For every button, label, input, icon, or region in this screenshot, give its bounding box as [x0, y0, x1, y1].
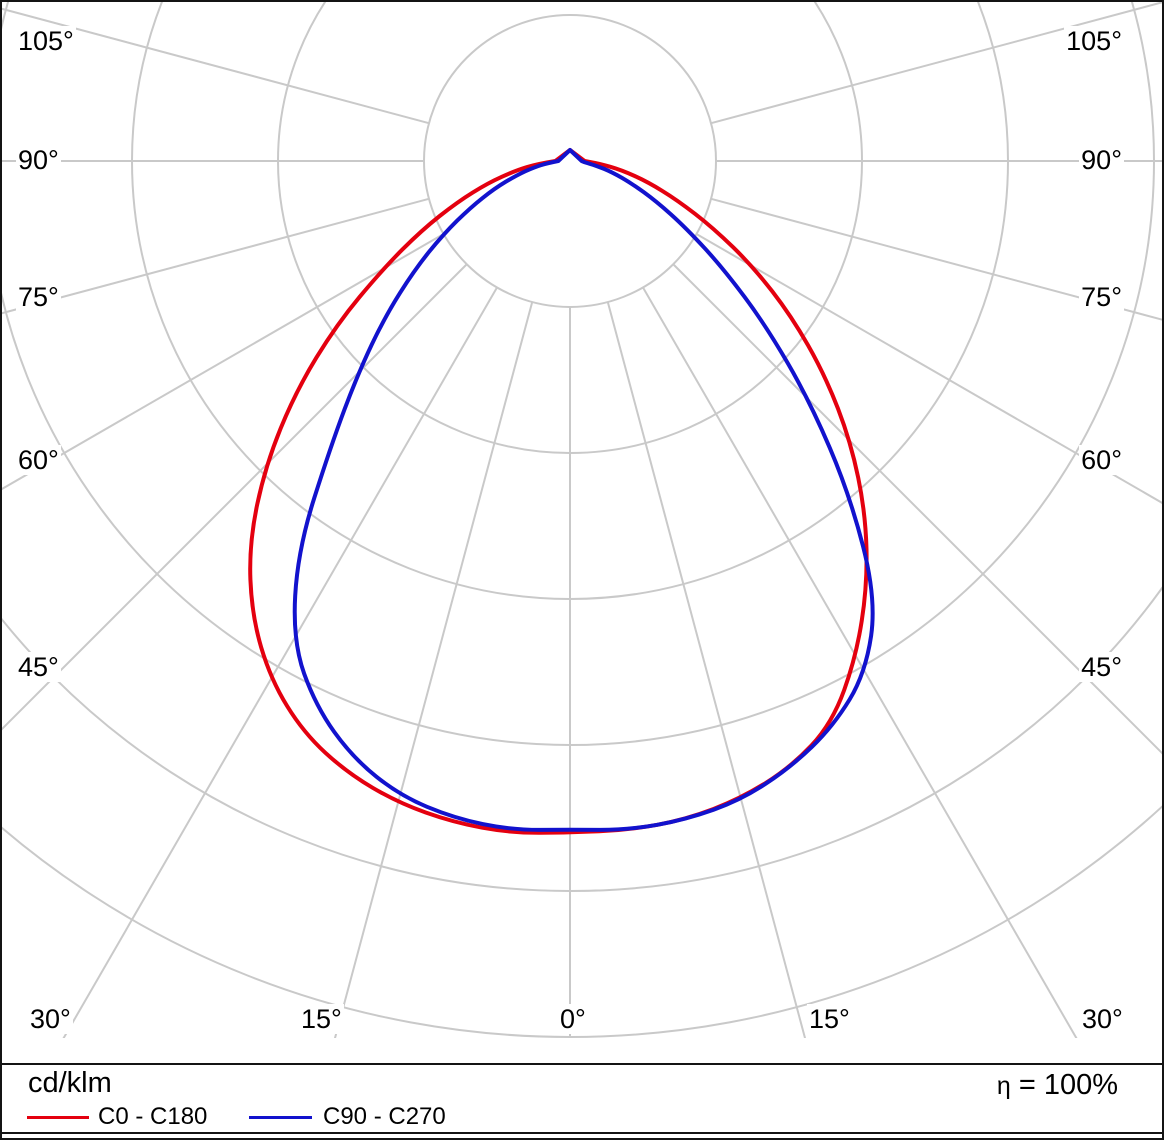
efficiency-value: = 100% — [1018, 1069, 1118, 1101]
polar-chart — [2, 2, 1162, 1038]
grid-ring — [2, 586, 1162, 892]
bottom-rule — [2, 1132, 1162, 1134]
legend-swatch-c0-c180 — [27, 1116, 89, 1119]
angle-label: 45° — [16, 652, 61, 682]
legend-label-c0-c180: C0 - C180 — [98, 1103, 208, 1130]
grid-radial-line — [62, 286, 498, 1038]
grid-ring — [423, 14, 717, 308]
grid-radial-line — [606, 301, 807, 1038]
grid-radial-line — [642, 286, 1078, 1038]
angle-label: 60° — [16, 445, 61, 475]
grid-radial-line — [333, 301, 534, 1038]
legend-label-c90-c270: C90 - C270 — [323, 1103, 446, 1130]
efficiency-label: η = 100% — [997, 1069, 1118, 1102]
grid-ring — [2, 2, 1155, 746]
angle-label: 75° — [1079, 282, 1124, 312]
grid-radial-line — [2, 263, 468, 731]
angle-label: 15° — [299, 1004, 344, 1034]
angle-label: 105° — [16, 26, 76, 56]
angle-label: 105° — [1064, 26, 1124, 56]
grid-radial-line — [695, 233, 1162, 504]
c0-c180-curve — [248, 148, 869, 835]
angle-label: 75° — [16, 282, 61, 312]
legend-area: cd/klm η = 100% C0 - C180 C90 - C270 — [2, 1065, 1162, 1138]
grid-radial-line — [2, 233, 445, 491]
legend-swatch-c90-c270 — [249, 1116, 312, 1119]
angle-label: 60° — [1079, 445, 1124, 475]
angle-label: 0° — [558, 1004, 588, 1034]
grid-radial-line — [2, 7, 430, 125]
angle-label: 90° — [1079, 145, 1124, 175]
unit-label: cd/klm — [28, 1067, 112, 1099]
angle-label: 30° — [1080, 1004, 1125, 1034]
grid-radial-line — [710, 197, 1162, 321]
angle-label: 45° — [1079, 652, 1124, 682]
eta-symbol: η — [996, 1072, 1011, 1100]
polar-chart-area: 105° 90° 75° 60° 45° 105° 90° 75° 60° 45° 30° 15° 0°… — [2, 2, 1162, 1065]
angle-label: 30° — [28, 1004, 73, 1034]
c90-c270-curve — [292, 148, 875, 832]
angle-label: 15° — [807, 1004, 852, 1034]
angle-label: 90° — [16, 145, 61, 175]
grid-radial-line — [710, 2, 1162, 125]
grid-radial-line — [2, 197, 430, 315]
